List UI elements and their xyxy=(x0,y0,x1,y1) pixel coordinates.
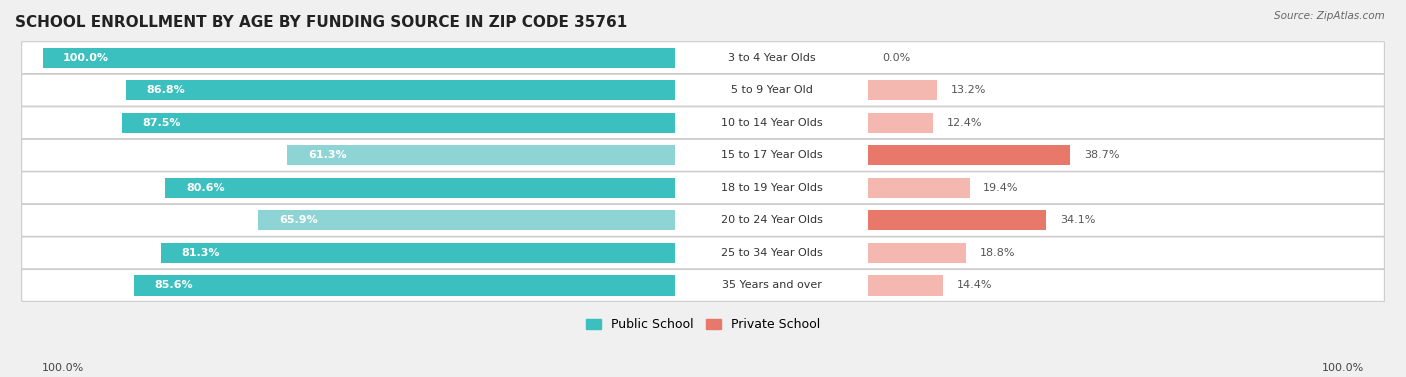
Text: 15 to 17 Year Olds: 15 to 17 Year Olds xyxy=(721,150,823,160)
Bar xyxy=(868,210,1046,230)
Text: 61.3%: 61.3% xyxy=(308,150,347,160)
Text: 18.8%: 18.8% xyxy=(980,248,1015,258)
Legend: Public School, Private School: Public School, Private School xyxy=(581,313,825,336)
Text: 5 to 9 Year Old: 5 to 9 Year Old xyxy=(731,85,813,95)
Text: 0.0%: 0.0% xyxy=(882,53,910,63)
Text: 20 to 24 Year Olds: 20 to 24 Year Olds xyxy=(721,215,823,225)
Text: 25 to 34 Year Olds: 25 to 34 Year Olds xyxy=(721,248,823,258)
Bar xyxy=(287,145,675,166)
FancyBboxPatch shape xyxy=(21,139,1385,171)
FancyBboxPatch shape xyxy=(21,270,1385,301)
Text: 38.7%: 38.7% xyxy=(1084,150,1119,160)
Text: 35 Years and over: 35 Years and over xyxy=(721,280,821,290)
Text: 87.5%: 87.5% xyxy=(142,118,181,128)
Text: 12.4%: 12.4% xyxy=(946,118,983,128)
Text: 86.8%: 86.8% xyxy=(146,85,186,95)
Text: SCHOOL ENROLLMENT BY AGE BY FUNDING SOURCE IN ZIP CODE 35761: SCHOOL ENROLLMENT BY AGE BY FUNDING SOUR… xyxy=(15,15,627,30)
Text: 13.2%: 13.2% xyxy=(950,85,986,95)
Bar xyxy=(868,80,938,100)
FancyBboxPatch shape xyxy=(21,172,1385,204)
Text: 19.4%: 19.4% xyxy=(983,183,1019,193)
Bar xyxy=(868,243,966,263)
Bar xyxy=(259,210,675,230)
FancyBboxPatch shape xyxy=(21,74,1385,106)
Text: Source: ZipAtlas.com: Source: ZipAtlas.com xyxy=(1274,11,1385,21)
Text: 14.4%: 14.4% xyxy=(957,280,993,290)
Bar xyxy=(134,275,675,296)
Bar xyxy=(160,243,675,263)
Bar xyxy=(868,275,943,296)
FancyBboxPatch shape xyxy=(21,237,1385,269)
Text: 81.3%: 81.3% xyxy=(181,248,219,258)
Bar xyxy=(127,80,675,100)
Text: 18 to 19 Year Olds: 18 to 19 Year Olds xyxy=(721,183,823,193)
Bar xyxy=(868,178,970,198)
Text: 80.6%: 80.6% xyxy=(186,183,225,193)
Text: 100.0%: 100.0% xyxy=(42,363,84,373)
Bar xyxy=(868,113,934,133)
FancyBboxPatch shape xyxy=(21,42,1385,74)
Text: 3 to 4 Year Olds: 3 to 4 Year Olds xyxy=(728,53,815,63)
Text: 85.6%: 85.6% xyxy=(155,280,193,290)
Bar xyxy=(122,113,675,133)
Text: 100.0%: 100.0% xyxy=(1322,363,1364,373)
Text: 65.9%: 65.9% xyxy=(278,215,318,225)
Bar xyxy=(166,178,675,198)
FancyBboxPatch shape xyxy=(21,107,1385,139)
Bar xyxy=(42,48,675,68)
Text: 10 to 14 Year Olds: 10 to 14 Year Olds xyxy=(721,118,823,128)
Bar xyxy=(868,145,1070,166)
FancyBboxPatch shape xyxy=(21,204,1385,236)
Text: 100.0%: 100.0% xyxy=(63,53,110,63)
Text: 34.1%: 34.1% xyxy=(1060,215,1095,225)
